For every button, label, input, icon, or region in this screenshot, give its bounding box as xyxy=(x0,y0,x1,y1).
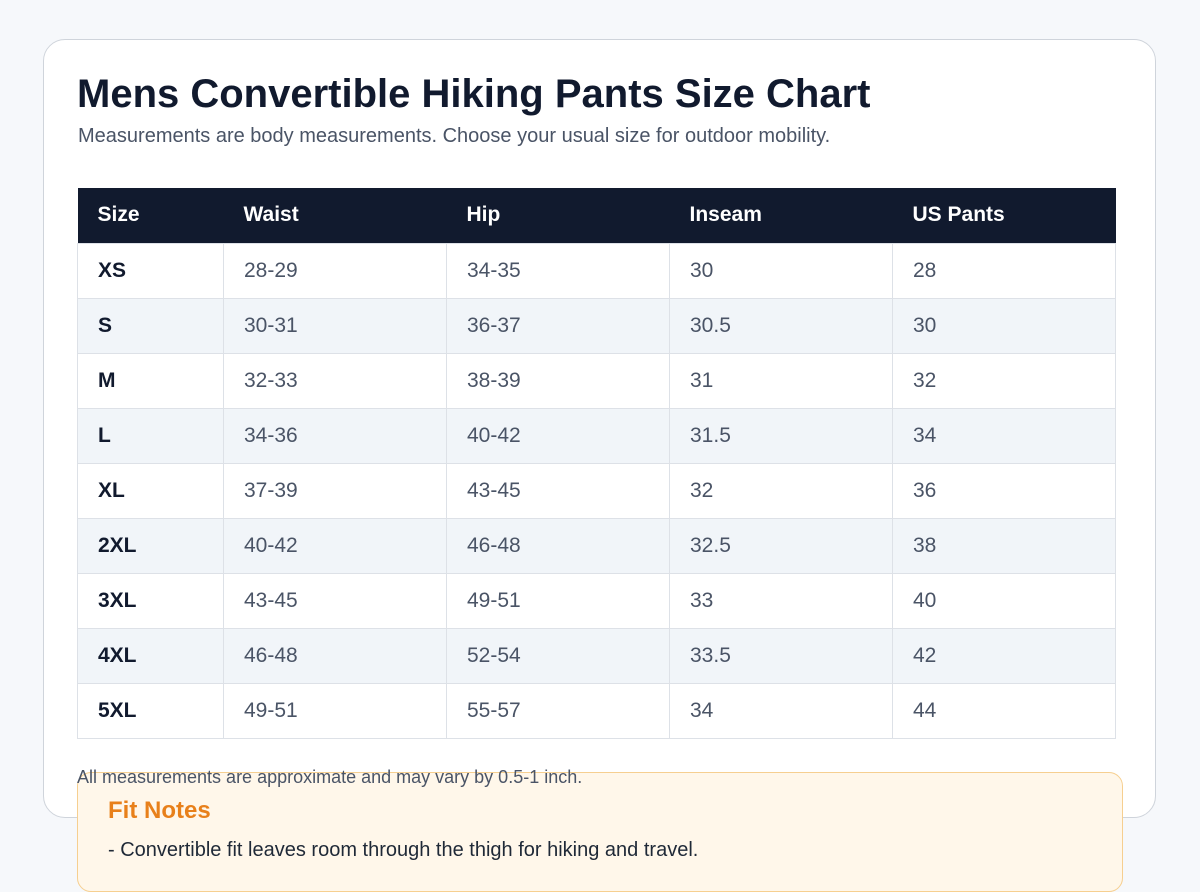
inseam-cell: 34 xyxy=(669,682,893,739)
table-row: L 34-36 40-42 31.5 34 xyxy=(77,407,1116,464)
waist-cell: 37-39 xyxy=(223,462,447,519)
us-pants-cell: 32 xyxy=(892,352,1116,409)
size-cell: 5XL xyxy=(77,682,224,739)
size-cell: M xyxy=(77,352,224,409)
table-row: 3XL 43-45 49-51 33 40 xyxy=(77,572,1116,629)
fit-notes-box: Fit Notes - Convertible fit leaves room … xyxy=(77,772,1123,892)
measurement-footnote: All measurements are approximate and may… xyxy=(77,767,583,787)
inseam-cell: 30.5 xyxy=(669,297,893,354)
us-pants-cell: 40 xyxy=(892,572,1116,629)
size-cell: 2XL xyxy=(77,517,224,574)
inseam-cell: 33.5 xyxy=(669,627,893,684)
us-pants-cell: 42 xyxy=(892,627,1116,684)
size-cell: S xyxy=(77,297,224,354)
table-row: 5XL 49-51 55-57 34 44 xyxy=(77,682,1116,739)
table-row: XL 37-39 43-45 32 36 xyxy=(77,462,1116,519)
waist-cell: 30-31 xyxy=(223,297,447,354)
us-pants-cell: 38 xyxy=(892,517,1116,574)
size-cell: 4XL xyxy=(77,627,224,684)
hip-cell: 49-51 xyxy=(446,572,670,629)
waist-cell: 49-51 xyxy=(223,682,447,739)
size-cell: L xyxy=(77,407,224,464)
hip-cell: 40-42 xyxy=(446,407,670,464)
hip-cell: 55-57 xyxy=(446,682,670,739)
page-subtitle: Measurements are body measurements. Choo… xyxy=(78,125,831,147)
fit-notes-title: Fit Notes xyxy=(108,797,211,824)
inseam-cell: 33 xyxy=(669,572,893,629)
us-pants-cell: 28 xyxy=(892,242,1116,299)
size-cell: 3XL xyxy=(77,572,224,629)
table-header-row: Size Waist Hip Inseam US Pants xyxy=(77,188,1116,243)
waist-cell: 28-29 xyxy=(223,242,447,299)
size-table: Size Waist Hip Inseam US Pants XS 28-29 … xyxy=(77,188,1116,739)
table-row: 4XL 46-48 52-54 33.5 42 xyxy=(77,627,1116,684)
column-header-size: Size xyxy=(77,188,224,243)
column-header-hip: Hip xyxy=(446,188,670,243)
inseam-cell: 32 xyxy=(669,462,893,519)
waist-cell: 32-33 xyxy=(223,352,447,409)
inseam-cell: 30 xyxy=(669,242,893,299)
table-row: M 32-33 38-39 31 32 xyxy=(77,352,1116,409)
waist-cell: 46-48 xyxy=(223,627,447,684)
column-header-us-pants: US Pants xyxy=(892,188,1116,243)
hip-cell: 38-39 xyxy=(446,352,670,409)
waist-cell: 43-45 xyxy=(223,572,447,629)
waist-cell: 34-36 xyxy=(223,407,447,464)
size-cell: XL xyxy=(77,462,224,519)
waist-cell: 40-42 xyxy=(223,517,447,574)
hip-cell: 52-54 xyxy=(446,627,670,684)
table-row: 2XL 40-42 46-48 32.5 38 xyxy=(77,517,1116,574)
inseam-cell: 32.5 xyxy=(669,517,893,574)
column-header-waist: Waist xyxy=(223,188,447,243)
inseam-cell: 31.5 xyxy=(669,407,893,464)
hip-cell: 36-37 xyxy=(446,297,670,354)
size-cell: XS xyxy=(77,242,224,299)
fit-note-item: - Convertible fit leaves room through th… xyxy=(108,839,699,861)
table-row: XS 28-29 34-35 30 28 xyxy=(77,242,1116,299)
hip-cell: 46-48 xyxy=(446,517,670,574)
page-title: Mens Convertible Hiking Pants Size Chart xyxy=(77,72,871,116)
column-header-inseam: Inseam xyxy=(669,188,893,243)
hip-cell: 34-35 xyxy=(446,242,670,299)
inseam-cell: 31 xyxy=(669,352,893,409)
us-pants-cell: 30 xyxy=(892,297,1116,354)
table-row: S 30-31 36-37 30.5 30 xyxy=(77,297,1116,354)
us-pants-cell: 34 xyxy=(892,407,1116,464)
us-pants-cell: 44 xyxy=(892,682,1116,739)
hip-cell: 43-45 xyxy=(446,462,670,519)
us-pants-cell: 36 xyxy=(892,462,1116,519)
